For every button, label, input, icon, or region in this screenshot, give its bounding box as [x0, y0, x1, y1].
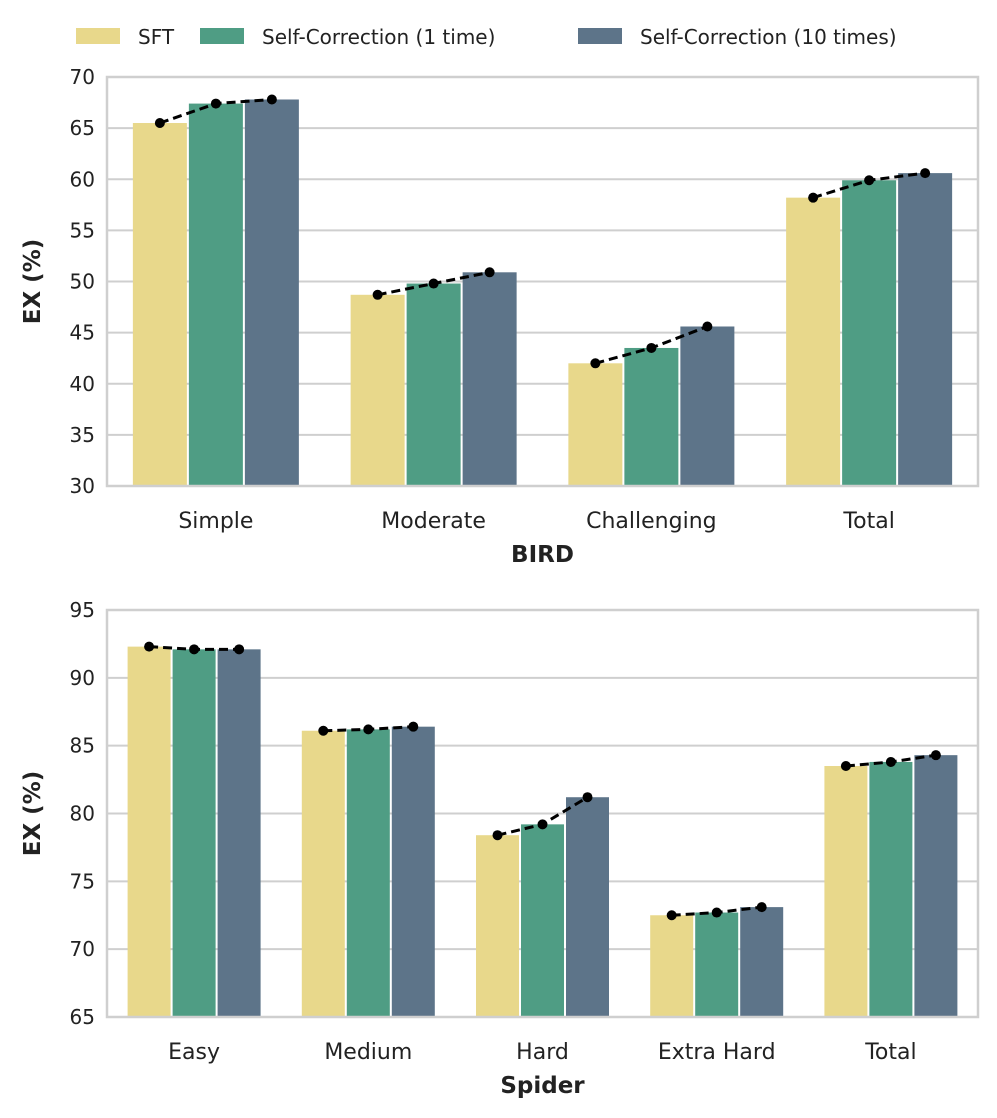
bar-self-correction-10-times-	[462, 272, 517, 486]
y-tick-label: 70	[70, 937, 95, 961]
data-point	[266, 94, 277, 105]
y-tick-label: 85	[70, 734, 95, 758]
x-tick-label: Extra Hard	[658, 1040, 776, 1065]
bar-sft	[568, 363, 623, 486]
data-point	[885, 756, 896, 767]
data-point	[864, 175, 875, 186]
data-point	[920, 168, 931, 179]
legend-swatch	[578, 28, 622, 44]
x-tick-label: Simple	[178, 509, 253, 534]
data-point	[840, 761, 851, 772]
bar-sft	[301, 730, 345, 1017]
data-point	[537, 819, 548, 830]
data-point	[756, 902, 767, 913]
data-point	[372, 289, 383, 300]
bar-self-correction-10-times-	[740, 907, 784, 1017]
x-tick-label: Moderate	[381, 509, 486, 534]
y-tick-label: 75	[70, 869, 95, 893]
bar-sft	[650, 915, 694, 1017]
data-point	[590, 358, 601, 369]
bar-self-correction-1-time-	[842, 180, 897, 486]
bar-self-correction-1-time-	[624, 347, 679, 486]
data-point	[930, 750, 941, 761]
data-point	[210, 98, 221, 109]
bar-self-correction-10-times-	[244, 99, 299, 487]
data-point	[666, 910, 677, 921]
legend-label: Self-Correction (10 times)	[640, 25, 897, 49]
data-point	[408, 721, 419, 732]
y-tick-label: 65	[70, 116, 95, 140]
bar-sft	[786, 197, 841, 486]
legend-swatch	[200, 28, 244, 44]
axes-frame	[105, 75, 980, 488]
data-point	[428, 278, 439, 289]
x-tick-label: Easy	[168, 1040, 220, 1065]
bar-self-correction-1-time-	[695, 912, 739, 1017]
x-tick-label: Medium	[324, 1040, 412, 1065]
bar-self-correction-10-times-	[217, 649, 261, 1017]
y-tick-label: 35	[70, 423, 95, 447]
data-point	[582, 792, 593, 803]
data-point	[154, 118, 165, 129]
data-point	[702, 321, 713, 332]
bar-self-correction-1-time-	[869, 761, 913, 1017]
legend-label: SFT	[138, 25, 175, 49]
x-tick-label: Challenging	[586, 509, 716, 534]
y-tick-label: 95	[70, 598, 95, 622]
y-tick-label: 90	[70, 666, 95, 690]
axes-frame	[105, 608, 980, 1019]
y-tick-label: 40	[70, 372, 95, 396]
bar-self-correction-10-times-	[914, 755, 958, 1017]
legend-swatch	[76, 28, 120, 44]
bar-self-correction-1-time-	[188, 103, 243, 487]
y-tick-label: 55	[70, 218, 95, 242]
bar-self-correction-10-times-	[898, 173, 953, 487]
y-tick-label: 45	[70, 321, 95, 345]
bar-sft	[127, 646, 171, 1017]
data-point	[234, 644, 245, 655]
data-point	[484, 267, 495, 278]
data-point	[144, 641, 155, 652]
legend-label: Self-Correction (1 time)	[262, 25, 495, 49]
x-tick-label: Total	[842, 509, 894, 534]
x-axis-label: Spider	[500, 1073, 585, 1099]
bar-self-correction-1-time-	[521, 824, 564, 1017]
bar-self-correction-1-time-	[346, 729, 390, 1017]
data-point	[492, 830, 503, 841]
data-point	[646, 342, 657, 353]
bar-sft	[132, 123, 187, 486]
data-point	[189, 644, 200, 655]
y-axis-label: EX (%)	[20, 239, 46, 325]
data-point	[318, 725, 329, 736]
data-point	[711, 907, 722, 918]
x-tick-label: Hard	[516, 1040, 569, 1065]
bar-sft	[476, 835, 519, 1017]
bar-sft	[824, 766, 868, 1017]
bar-self-correction-10-times-	[680, 326, 735, 486]
x-tick-label: Total	[864, 1040, 916, 1065]
y-axis-label: EX (%)	[20, 771, 46, 857]
bar-self-correction-10-times-	[391, 726, 435, 1017]
data-point	[808, 192, 819, 203]
bar-self-correction-10-times-	[566, 797, 609, 1017]
data-point	[363, 724, 374, 735]
y-tick-label: 70	[70, 65, 95, 89]
bar-self-correction-1-time-	[406, 283, 461, 486]
y-tick-label: 60	[70, 167, 95, 191]
y-tick-label: 30	[70, 474, 95, 498]
y-tick-label: 65	[70, 1005, 95, 1029]
y-tick-label: 50	[70, 270, 95, 294]
bar-self-correction-1-time-	[172, 649, 216, 1017]
x-axis-label: BIRD	[511, 542, 574, 568]
bar-sft	[350, 294, 405, 486]
y-tick-label: 80	[70, 802, 95, 826]
